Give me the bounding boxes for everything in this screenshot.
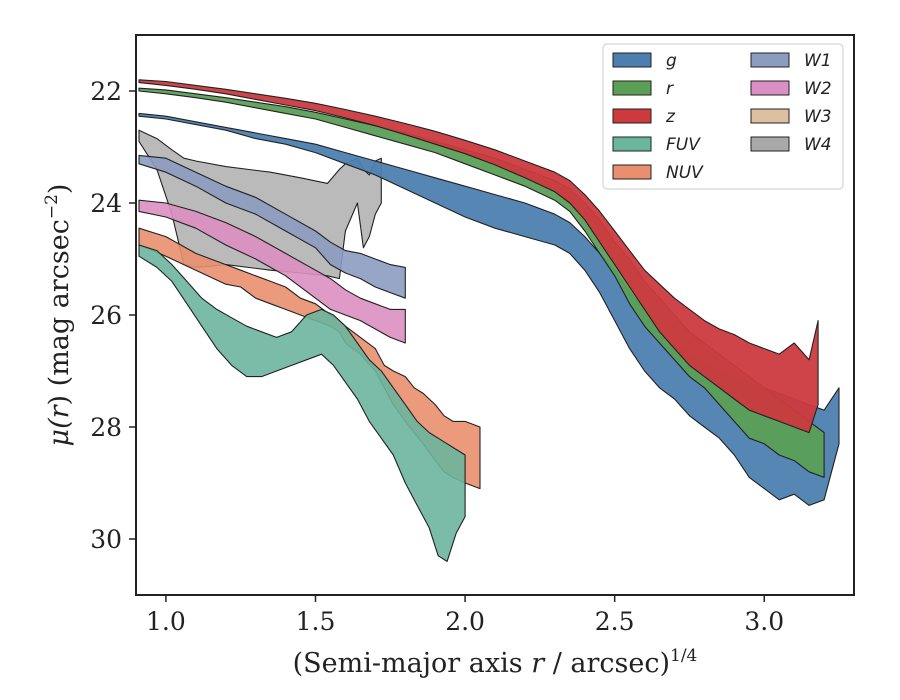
legend-swatch — [612, 80, 652, 96]
y-tick-label: 30 — [90, 525, 122, 554]
legend-label: z — [665, 107, 676, 127]
x-axis-label: (Semi-major axis r / arcsec)1/4 — [293, 646, 698, 679]
band-g — [138, 112, 840, 506]
legend-label: W4 — [804, 135, 832, 155]
legend-label: NUV — [666, 163, 704, 183]
legend-swatch — [612, 136, 652, 152]
legend-swatch — [750, 52, 790, 68]
y-tick-label: 22 — [90, 77, 122, 106]
x-tick-label: 2.5 — [595, 607, 635, 636]
y-tick-label: 28 — [90, 413, 122, 442]
legend: grz FUV NUV W1 W2 W3 W4 — [602, 43, 844, 190]
x-axis-ticks: 1.0 1.5 2.0 2.5 3.0 — [146, 595, 784, 636]
legend-swatch — [750, 108, 790, 124]
y-axis-label: μ(r) (mag arcsec−2) — [42, 184, 75, 447]
x-tick-label: 1.0 — [146, 607, 186, 636]
legend-entry-w3: W3 — [750, 107, 832, 127]
x-tick-label: 2.0 — [445, 607, 485, 636]
legend-swatch — [612, 164, 652, 180]
legend-label: FUV — [666, 135, 701, 155]
band-fuv — [138, 244, 466, 562]
x-tick-label: 3.0 — [744, 607, 784, 636]
legend-entry-z: z — [612, 107, 676, 127]
legend-swatch — [750, 136, 790, 152]
y-tick-label: 26 — [90, 301, 122, 330]
y-tick-label: 24 — [90, 189, 122, 218]
legend-entry-w1: W1 — [750, 51, 832, 71]
legend-label: r — [666, 79, 674, 99]
legend-entry-r: r — [612, 79, 674, 99]
legend-entry-fuv: FUV — [612, 135, 701, 155]
x-tick-label: 1.5 — [296, 607, 336, 636]
legend-frame — [602, 43, 844, 190]
legend-label: W1 — [804, 51, 832, 71]
legend-label: g — [666, 51, 677, 71]
y-axis-ticks: 22 24 26 28 30 — [90, 77, 136, 554]
legend-swatch — [612, 52, 652, 68]
legend-label: W3 — [804, 107, 832, 127]
legend-entry-w4: W4 — [750, 135, 832, 155]
band-z — [138, 79, 819, 434]
legend-label: W2 — [804, 79, 832, 99]
band-w1 — [138, 154, 406, 299]
profile-bands — [138, 79, 840, 562]
legend-entry-nuv: NUV — [612, 163, 704, 183]
legend-entry-w2: W2 — [750, 79, 832, 99]
legend-swatch — [612, 108, 652, 124]
legend-entry-g: g — [612, 51, 677, 71]
band-w2 — [138, 199, 406, 344]
legend-swatch — [750, 80, 790, 96]
